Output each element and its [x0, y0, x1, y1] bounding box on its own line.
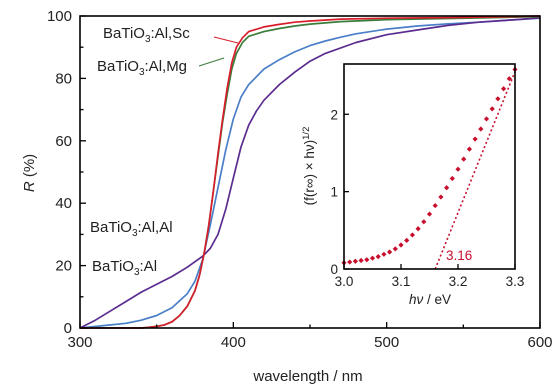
series-line-batio3-al-sc: [80, 15, 541, 329]
inset-data-point: [398, 242, 404, 248]
inset-data-point: [375, 254, 381, 260]
main-x-tick-label: 400: [221, 334, 246, 351]
label-batio3-al-mg-leader: [198, 57, 225, 67]
inset-y-tick-label: 0: [330, 262, 338, 277]
inset-y-axis-title: (f(r∞) × hν)1/2: [301, 127, 317, 206]
main-y-tick-label: 20: [55, 258, 72, 275]
inset-data-point: [472, 136, 478, 142]
label-batio3-al-mg: BaTiO3:Al,Mg: [97, 57, 225, 78]
inset-data-point: [358, 257, 364, 264]
label-batio3-al: BaTiO3:Al: [92, 258, 157, 278]
inset-data-point: [501, 86, 507, 92]
inset-y-tick-label: 2: [330, 107, 338, 122]
inset-data-point: [455, 166, 461, 172]
inset-data-point: [381, 251, 387, 257]
inset-data-point: [478, 126, 484, 132]
inset-data-point: [392, 246, 398, 252]
main-series-group: [79, 15, 541, 329]
main-x-tick-label: 600: [527, 334, 552, 351]
main-y-tick-label: 100: [47, 8, 72, 25]
inset-plot-frame: [343, 63, 516, 270]
inset-x-tick-label: 3.1: [392, 274, 411, 289]
inset-data-point: [483, 116, 490, 122]
main-y-tick-label: 0: [64, 320, 72, 337]
inset-data-point: [506, 76, 512, 82]
series-line-batio3-al: [79, 17, 541, 329]
main-x-tick-label: 500: [374, 334, 399, 351]
inset-data-point: [461, 156, 467, 162]
inset-plot-group: [341, 66, 518, 270]
main-y-tick-label: 60: [55, 133, 72, 150]
label-batio3-al-sc-text: BaTiO3:Al,Sc: [103, 25, 190, 45]
inset-background: [344, 64, 515, 269]
inset-data-point: [352, 258, 358, 264]
inset-fit-line: [434, 71, 516, 270]
inset-data-point: [364, 257, 370, 263]
inset-data-point: [404, 237, 410, 243]
inset-data-point: [387, 249, 393, 255]
label-batio3-al-sc: BaTiO3:Al,Sc: [103, 25, 239, 45]
label-batio3-al-text: BaTiO3:Al: [92, 258, 157, 278]
inset-y-tick-label: 1: [330, 185, 338, 200]
label-batio3-al-al: BaTiO3:Al,Al: [90, 219, 173, 239]
inset-data-point: [369, 255, 376, 261]
label-batio3-al-al-text: BaTiO3:Al,Al: [90, 219, 173, 239]
inset-data-point: [444, 185, 450, 191]
main-y-tick-label: 80: [55, 70, 72, 87]
inset-x-axis-title: hν / eV: [409, 292, 451, 307]
inset-data-point: [426, 211, 433, 217]
series-line-batio3-al-al: [79, 17, 541, 329]
inset-data-point: [415, 226, 421, 232]
main-x-axis-title: wavelength / nm: [252, 368, 362, 384]
inset-x-tick-label: 3.3: [506, 274, 525, 289]
inset-x-tick-label: 3.0: [335, 274, 354, 289]
inset-data-point: [347, 259, 353, 265]
inset-data-point: [466, 146, 472, 152]
inset-x-tick-label: 3.2: [449, 274, 468, 289]
inset-data-point: [421, 219, 427, 225]
inset-data-point: [489, 106, 495, 112]
inset-axes: 3.0 3.1 3.2 3.3 0 1 2: [330, 63, 525, 289]
inset-data-point: [438, 194, 444, 200]
label-batio3-al-mg-text: BaTiO3:Al,Mg: [97, 58, 187, 78]
inset-annotation-onset: 3.16: [446, 248, 472, 263]
inset-data-point: [495, 96, 501, 102]
inset-data-point: [449, 175, 455, 182]
label-batio3-al-sc-leader: [213, 36, 239, 44]
inset-data-point: [409, 232, 415, 238]
main-x-tick-label: 300: [67, 334, 92, 351]
main-y-axis-title: R (%): [21, 154, 38, 192]
main-y-tick-label: 40: [55, 195, 72, 212]
inset-data-point: [432, 202, 438, 209]
